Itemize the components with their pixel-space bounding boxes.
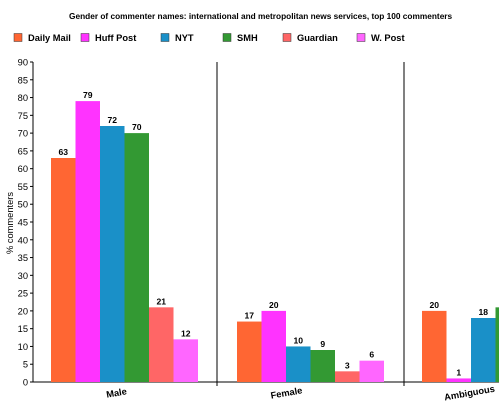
chart-title: Gender of commenter names: international… [69, 11, 453, 21]
legend-label-huff-post: Huff Post [95, 33, 136, 43]
data-label-smh-female: 9 [320, 339, 325, 349]
y-tick-label: 40 [18, 235, 28, 245]
bar-w-post-male [173, 339, 198, 382]
category-label-ambiguous: Ambiguous [443, 384, 495, 403]
bar-smh-female [310, 350, 335, 382]
y-tick-label: 50 [18, 200, 28, 210]
bar-huff-post-female [261, 310, 286, 382]
legend-swatch-smh [222, 33, 232, 42]
bar-daily-mail-male [51, 158, 76, 382]
bar-huff-post-male [75, 101, 100, 382]
legend-swatch-nyt [160, 33, 170, 42]
bar-w-post-female [359, 360, 384, 382]
y-tick-label: 25 [18, 289, 28, 299]
data-label-w-post-female: 6 [369, 350, 374, 360]
legend-label-w-post: W. Post [371, 33, 405, 43]
bar-nyt-female [286, 346, 311, 382]
bar-guardian-female [335, 371, 360, 382]
y-tick-label: 55 [18, 182, 28, 192]
data-label-guardian-male: 21 [156, 296, 166, 306]
y-tick-label: 20 [18, 306, 28, 316]
y-tick-label: 65 [18, 146, 28, 156]
data-label-daily-mail-ambiguous: 20 [429, 300, 439, 310]
y-tick-label: 0 [23, 378, 28, 388]
data-label-daily-mail-female: 17 [244, 311, 254, 321]
data-label-w-post-male: 12 [181, 328, 191, 338]
y-tick-label: 30 [18, 271, 28, 281]
data-label-smh-male: 70 [132, 122, 142, 132]
data-label-daily-mail-male: 63 [58, 147, 68, 157]
y-tick-label: 80 [18, 93, 28, 103]
data-label-nyt-male: 72 [107, 115, 117, 125]
data-label-huff-post-ambiguous: 1 [456, 367, 461, 377]
legend-swatch-huff-post [80, 33, 90, 42]
y-tick-label: 70 [18, 129, 28, 139]
y-tick-label: 35 [18, 253, 28, 263]
y-tick-label: 45 [18, 218, 28, 228]
y-tick-label: 5 [23, 360, 28, 370]
category-label-female: Female [270, 385, 303, 400]
legend-label-nyt: NYT [175, 33, 194, 43]
data-label-huff-post-male: 79 [83, 90, 93, 100]
y-tick-label: 15 [18, 324, 28, 334]
category-label-male: Male [105, 386, 127, 399]
data-label-huff-post-female: 20 [269, 300, 279, 310]
y-tick-label: 75 [18, 111, 28, 121]
bar-smh-ambiguous [495, 307, 499, 382]
plot-area: 0510152025303540455055606570758085906379… [18, 58, 499, 403]
bar-nyt-ambiguous [471, 318, 496, 382]
legend-label-smh: SMH [237, 33, 258, 43]
bar-daily-mail-female [237, 321, 262, 382]
data-label-nyt-female: 10 [293, 335, 303, 345]
y-tick-label: 90 [18, 58, 28, 68]
data-label-guardian-female: 3 [345, 360, 350, 370]
y-tick-label: 60 [18, 164, 28, 174]
bar-huff-post-ambiguous [446, 378, 471, 382]
bar-guardian-male [149, 307, 174, 382]
data-label-nyt-ambiguous: 18 [478, 307, 488, 317]
legend-swatch-guardian [282, 33, 292, 42]
bar-nyt-male [100, 126, 125, 382]
legend-swatch-w-post [356, 33, 366, 42]
y-tick-label: 85 [18, 75, 28, 85]
y-tick-label: 10 [18, 342, 28, 352]
bar-smh-male [124, 133, 149, 382]
legend: Daily Mail Huff Post NYT SMH Guardian W. Post [13, 33, 405, 43]
legend-label-guardian: Guardian [297, 33, 338, 43]
bar-daily-mail-ambiguous [422, 310, 447, 382]
y-axis-label: % commenters [5, 192, 15, 254]
legend-label-daily-mail: Daily Mail [28, 33, 71, 43]
legend-swatch-daily-mail [13, 33, 23, 42]
